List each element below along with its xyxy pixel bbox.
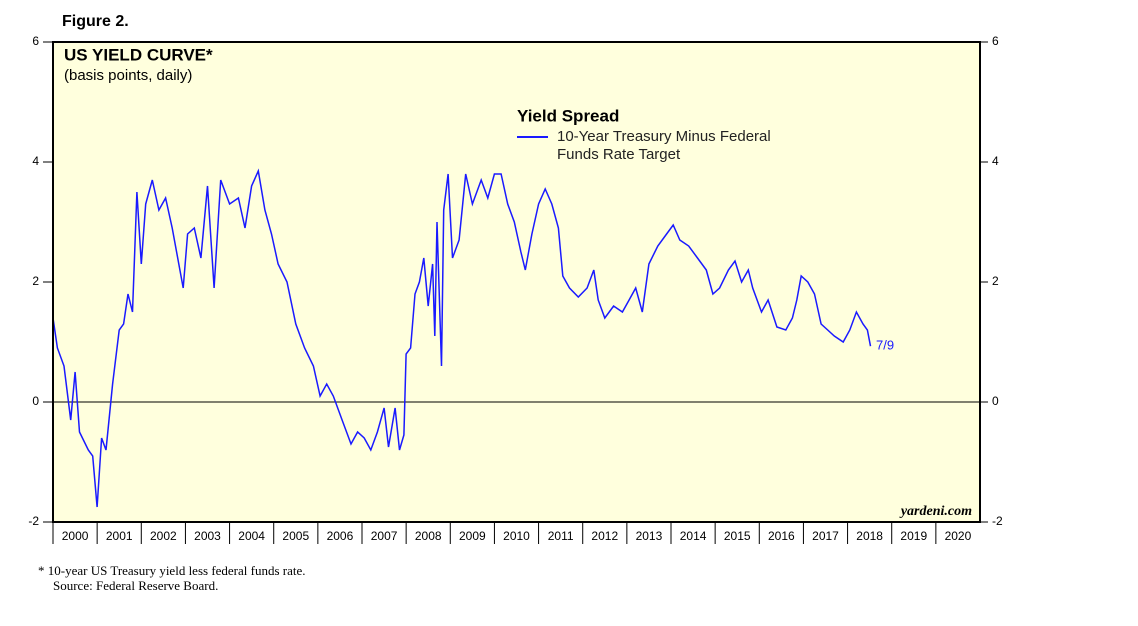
x-tick-label: 2013 bbox=[636, 529, 663, 543]
x-tick-label: 2008 bbox=[415, 529, 442, 543]
plot-border bbox=[52, 41, 981, 523]
chart-subtitle: (basis points, daily) bbox=[64, 67, 192, 84]
watermark: yardeni.com bbox=[899, 504, 972, 519]
x-tick-label: 2017 bbox=[812, 529, 839, 543]
series-line bbox=[52, 168, 872, 508]
x-tick-label: 2010 bbox=[503, 529, 530, 543]
x-tick-label: 2020 bbox=[945, 529, 972, 543]
x-tick-label: 2003 bbox=[194, 529, 221, 543]
plot-area bbox=[53, 42, 980, 522]
x-tick-label: 2014 bbox=[680, 529, 707, 543]
y2-tick-label: 6 bbox=[992, 34, 999, 48]
x-tick-label: 2011 bbox=[548, 529, 574, 543]
y-tick-label: -2 bbox=[28, 514, 39, 528]
y-tick-label: 0 bbox=[32, 394, 39, 408]
x-tick-label: 2004 bbox=[238, 529, 265, 543]
x-tick-label: 2012 bbox=[591, 529, 618, 543]
footnote: * 10-year US Treasury yield less federal… bbox=[38, 563, 306, 578]
y-tick-label: 2 bbox=[32, 274, 39, 288]
x-tick-label: 2001 bbox=[106, 529, 133, 543]
legend-label: 10-Year Treasury Minus Federal Funds Rat… bbox=[557, 128, 771, 163]
x-tick-label: 2006 bbox=[327, 529, 354, 543]
y2-tick-label: 4 bbox=[992, 154, 999, 168]
x-tick-label: 2009 bbox=[459, 529, 486, 543]
x-tick-label: 2000 bbox=[62, 529, 89, 543]
x-tick-label: 2016 bbox=[768, 529, 795, 543]
y2-tick-label: 2 bbox=[992, 274, 999, 288]
y-tick-label: 4 bbox=[32, 154, 39, 168]
y-tick-label: 6 bbox=[32, 34, 39, 48]
source: Source: Federal Reserve Board. bbox=[53, 578, 218, 593]
x-tick-label: 2018 bbox=[856, 529, 883, 543]
y2-tick-label: -2 bbox=[992, 514, 1003, 528]
figure-label: Figure 2. bbox=[62, 13, 129, 30]
legend-title: Yield Spread bbox=[517, 106, 619, 125]
x-tick-label: 2015 bbox=[724, 529, 751, 543]
x-tick-label: 2019 bbox=[900, 529, 927, 543]
chart-title: US YIELD CURVE* bbox=[64, 45, 213, 64]
y2-tick-label: 0 bbox=[992, 394, 999, 408]
x-tick-label: 2005 bbox=[282, 529, 309, 543]
annotation: 7/9 bbox=[876, 337, 894, 352]
x-tick-label: 2002 bbox=[150, 529, 177, 543]
x-tick-label: 2007 bbox=[371, 529, 398, 543]
